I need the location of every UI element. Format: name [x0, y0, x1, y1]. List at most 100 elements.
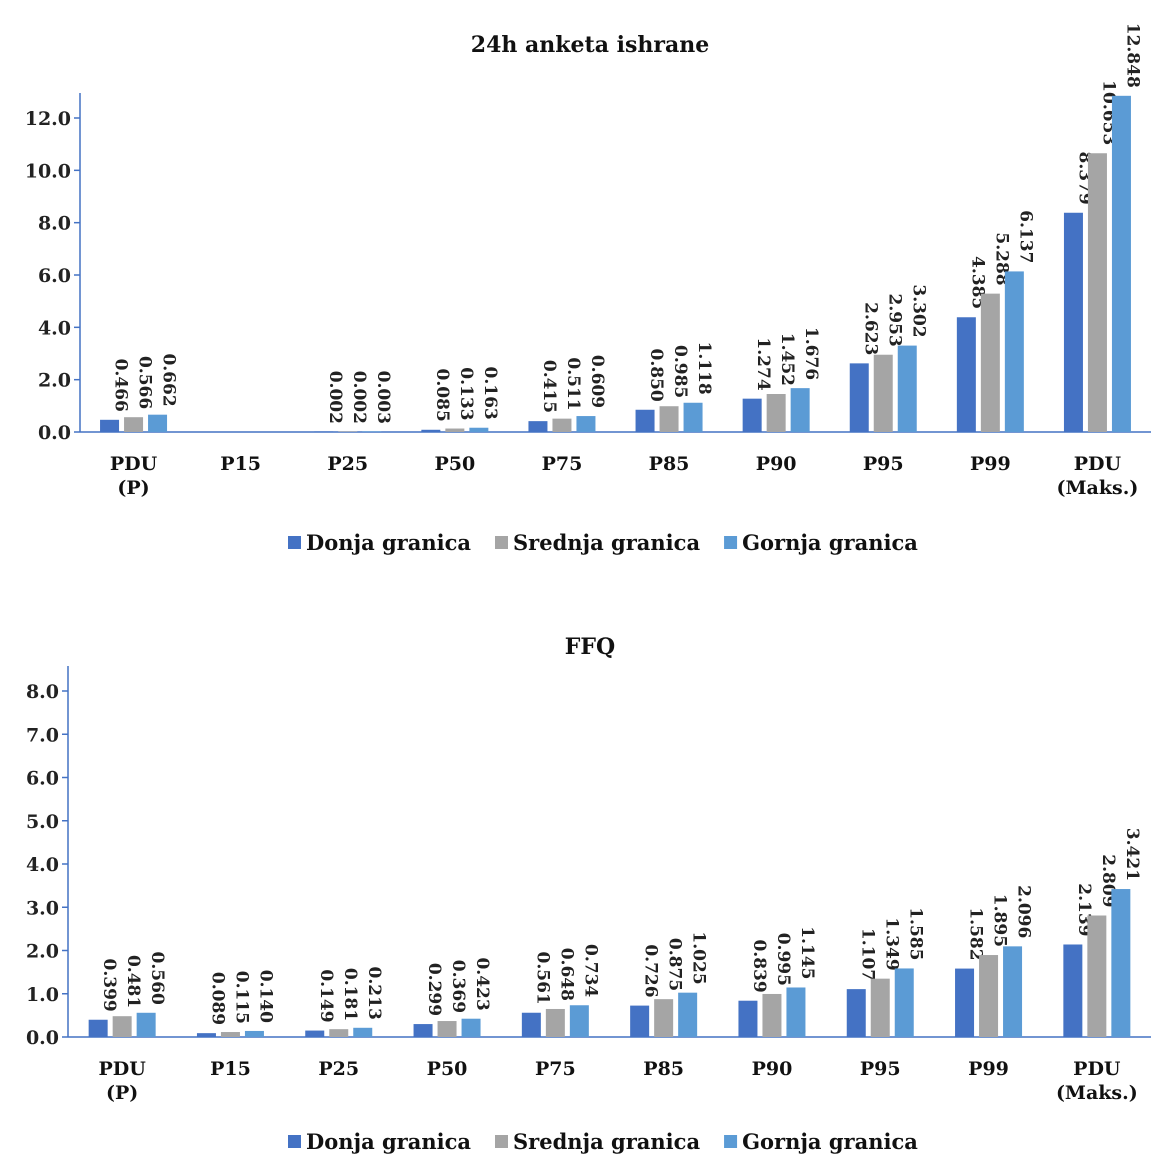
- c2-bar: [521, 1012, 541, 1037]
- c1-data-label: 1.118: [694, 342, 714, 395]
- c1-data-label: 1.274: [753, 337, 773, 390]
- c1-x-tick-label: (P): [117, 477, 149, 499]
- c2-bar: [244, 1030, 264, 1037]
- c1-legend-swatch: [724, 536, 738, 549]
- c2-y-tick-label: 0.0: [26, 1027, 59, 1049]
- c2-bar: [305, 1030, 325, 1037]
- c1-legend-label: Srednja granica: [513, 530, 700, 555]
- c2-bar: [786, 987, 806, 1037]
- c1-data-label: 0.415: [539, 360, 559, 413]
- c1-bar: [659, 406, 679, 432]
- chart-24h-anketa: 24h anketa ishrane 0.0 2.0 4.0 6.0 8.0 10.0 12.…: [25, 23, 1151, 555]
- c1-bar: [683, 402, 703, 432]
- c1-bar: [576, 416, 596, 432]
- c2-data-label: 0.839: [749, 939, 769, 992]
- c1-bar: [956, 317, 976, 432]
- c2-data-label: 0.140: [255, 970, 275, 1023]
- c2-bar: [678, 992, 698, 1037]
- c2-data-label: 0.299: [424, 963, 444, 1016]
- c2-title: FFQ: [565, 634, 615, 660]
- c2-bar: [654, 999, 674, 1037]
- c2-x-tick-label: P25: [318, 1058, 359, 1080]
- c1-legend-label: Donja granica: [306, 530, 471, 555]
- c2-legend-swatch: [724, 1135, 738, 1148]
- c2-data-label: 0.181: [340, 968, 360, 1021]
- c2-data-label: 0.089: [207, 972, 227, 1025]
- c1-bar: [790, 388, 810, 432]
- c1-data-label: 0.133: [456, 367, 476, 420]
- c1-data-label: 0.511: [563, 357, 583, 410]
- c2-bar: [329, 1029, 349, 1037]
- c1-data-label: 12.848: [1122, 23, 1142, 88]
- c2-legend-label: Gornja granica: [742, 1129, 918, 1154]
- c2-x-tick-label: P90: [752, 1058, 793, 1080]
- c1-bar: [897, 345, 917, 432]
- c2-x-tick-label: P75: [535, 1058, 576, 1080]
- c1-x-tick-label: P99: [970, 453, 1011, 475]
- c2-data-label: 1.107: [857, 928, 877, 981]
- c1-bar: [148, 414, 168, 432]
- c2-data-label: 0.726: [641, 944, 661, 997]
- c2-data-label: 2.096: [1014, 885, 1034, 938]
- c1-x-tick-label: (Maks.): [1057, 477, 1139, 499]
- c1-x-tick-label: P50: [434, 453, 475, 475]
- c2-bar: [630, 1005, 650, 1037]
- c2-bar: [955, 968, 975, 1037]
- c1-data-label: 0.002: [349, 371, 369, 424]
- c1-x-tick-label: P95: [863, 453, 904, 475]
- c1-bar: [338, 431, 358, 432]
- c2-data-label: 0.995: [773, 933, 793, 986]
- c2-data-label: 1.349: [881, 917, 901, 970]
- c1-bar: [124, 417, 144, 432]
- c1-x-tick-label: PDU: [1074, 453, 1122, 475]
- chart-svg-24h: 24h anketa ishrane 0.0 2.0 4.0 6.0 8.0 10.0 12.…: [25, 23, 1151, 555]
- c2-data-label: 3.421: [1122, 828, 1142, 881]
- c1-bar: [445, 428, 465, 432]
- c2-x-tick-label: PDU: [1073, 1058, 1121, 1080]
- c1-data-label: 2.623: [860, 302, 880, 355]
- c2-data-label: 1.585: [905, 907, 925, 960]
- c1-legend-label: Gornja granica: [742, 530, 918, 555]
- c2-data-label: 1.582: [966, 907, 986, 960]
- c1-bar: [1087, 153, 1107, 432]
- c2-data-label: 0.115: [231, 971, 251, 1024]
- c1-data-label: 0.662: [159, 353, 179, 406]
- c2-bar: [220, 1032, 240, 1037]
- c2-bar: [894, 968, 914, 1037]
- c1-title: 24h anketa ishrane: [471, 32, 709, 58]
- c1-x-tick-label: PDU: [110, 453, 158, 475]
- c1-data-label: 0.985: [670, 345, 690, 398]
- c2-y-tick-label: 2.0: [26, 941, 59, 963]
- c2-bar: [762, 993, 782, 1037]
- c2-bar: [1063, 944, 1083, 1037]
- c1-y-tick-label: 8.0: [38, 213, 71, 235]
- c2-data-label: 0.399: [99, 959, 119, 1012]
- c2-x-tick-label: P15: [210, 1058, 251, 1080]
- c2-bar: [1087, 915, 1107, 1037]
- c1-x-tick-label: P85: [649, 453, 690, 475]
- c1-y-tick-label: 10.0: [25, 160, 71, 182]
- c1-bar: [742, 398, 762, 432]
- c2-legend-label: Donja granica: [306, 1129, 471, 1154]
- c1-data-label: 1.452: [777, 333, 797, 386]
- c2-bar: [112, 1016, 132, 1037]
- chart-svg-ffq: FFQ0.01.02.03.04.05.06.07.08.0PDU(P)0.39…: [26, 634, 1151, 1154]
- c1-x-tick-label: P75: [542, 453, 583, 475]
- c2-x-tick-label: (Maks.): [1056, 1082, 1138, 1104]
- c2-y-tick-label: 8.0: [26, 681, 59, 703]
- c2-bar: [1111, 889, 1131, 1037]
- c2-data-label: 0.481: [123, 955, 143, 1008]
- c2-data-label: 1.025: [689, 931, 709, 984]
- c2-x-tick-label: P50: [427, 1058, 468, 1080]
- c1-legend-swatch: [495, 536, 508, 549]
- c1-legend-swatch: [288, 536, 301, 549]
- c2-bar: [569, 1005, 589, 1037]
- c2-legend-swatch: [495, 1135, 508, 1148]
- c1-data-label: 0.003: [373, 371, 393, 424]
- c1-bar: [1063, 212, 1083, 432]
- c1-bar: [849, 363, 869, 432]
- c1-bar: [1004, 271, 1024, 432]
- c2-bar: [461, 1018, 481, 1037]
- c1-bar: [528, 421, 548, 432]
- c1-bar: [1111, 95, 1131, 432]
